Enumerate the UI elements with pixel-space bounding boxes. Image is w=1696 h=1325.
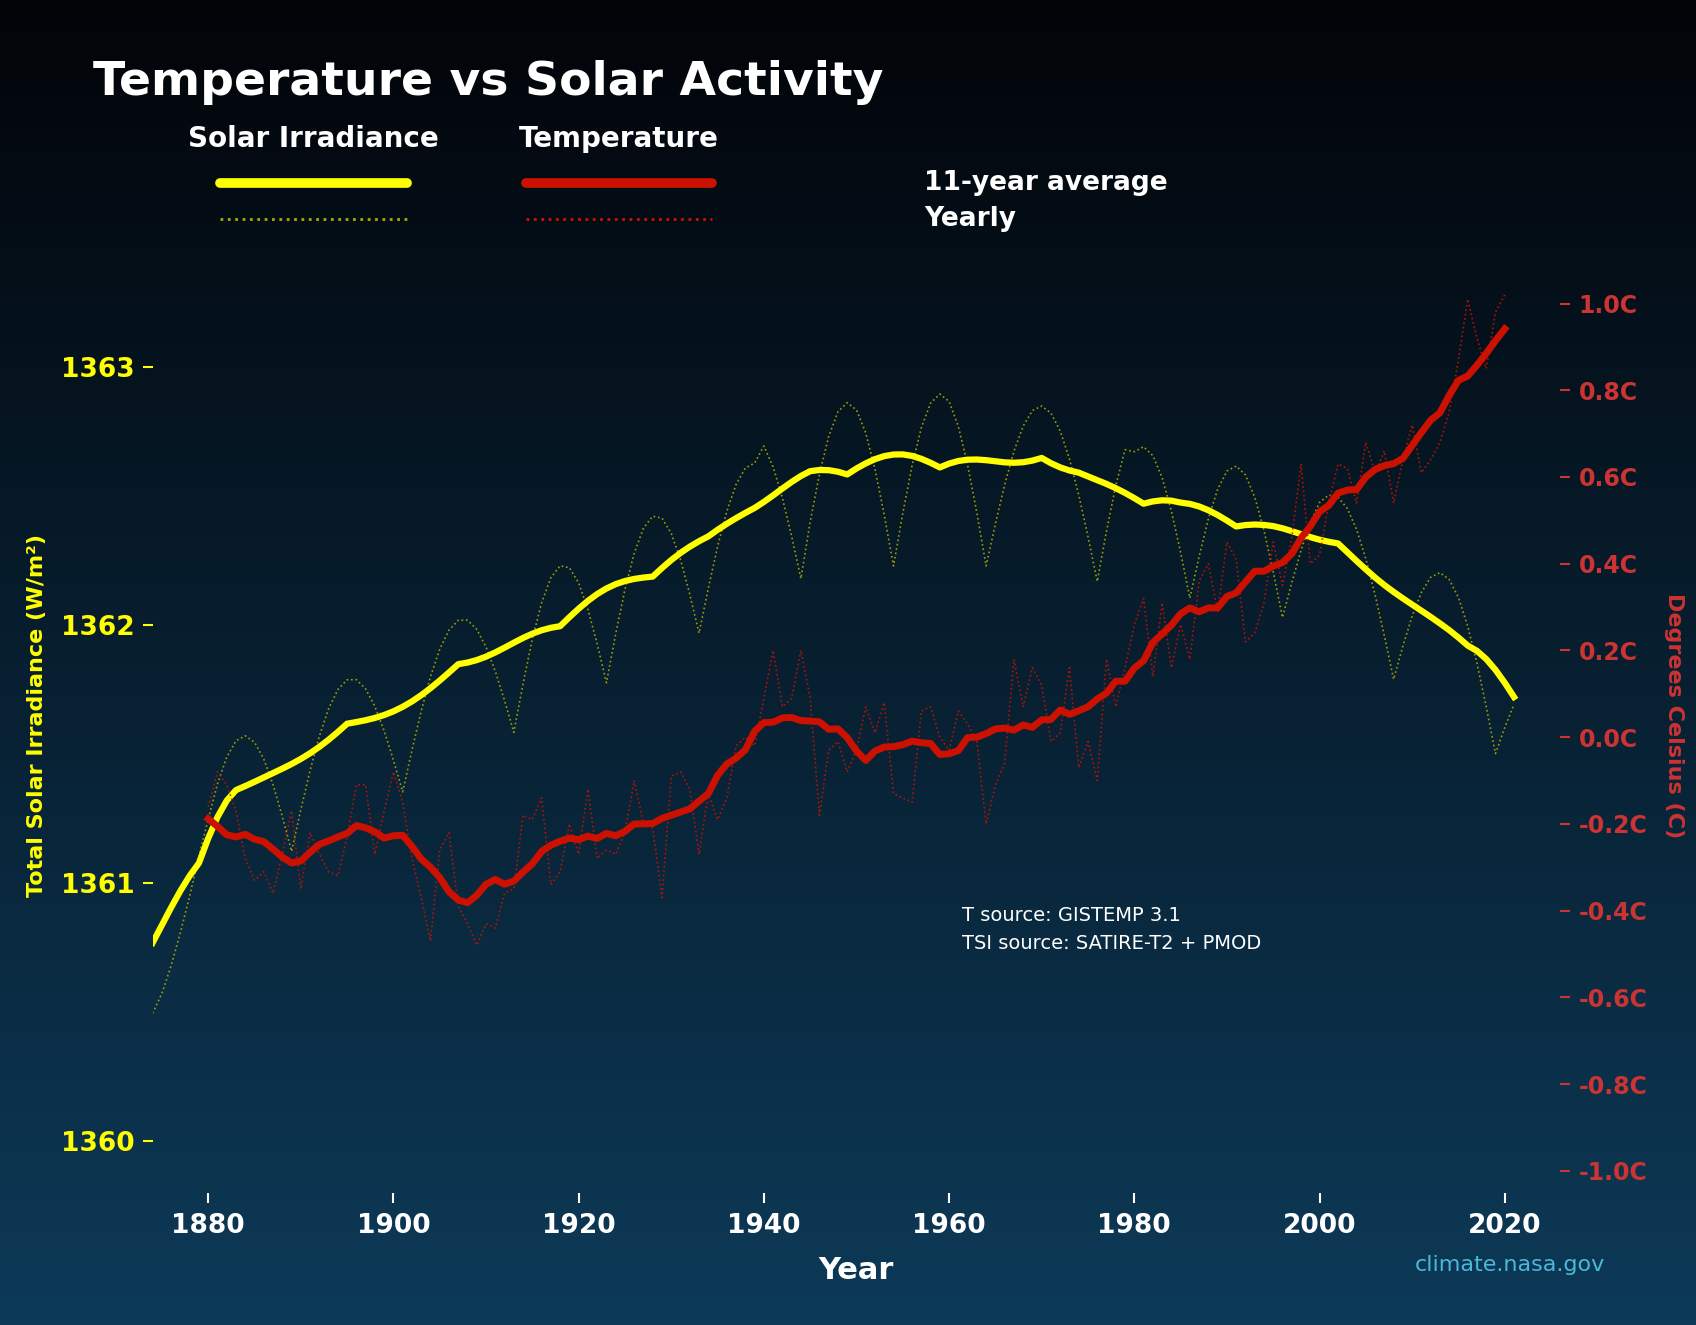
Text: Yearly: Yearly [924, 205, 1016, 232]
Text: Temperature vs Solar Activity: Temperature vs Solar Activity [93, 60, 884, 105]
Y-axis label: Total Solar Irradiance (W/m²): Total Solar Irradiance (W/m²) [27, 534, 47, 897]
Y-axis label: Degrees Celsius (C): Degrees Celsius (C) [1664, 592, 1684, 839]
Text: Solar Irradiance: Solar Irradiance [188, 125, 439, 154]
Text: T source: GISTEMP 3.1
TSI source: SATIRE-T2 + PMOD: T source: GISTEMP 3.1 TSI source: SATIRE… [962, 906, 1262, 953]
Text: 11-year average: 11-year average [924, 170, 1169, 196]
Text: climate.nasa.gov: climate.nasa.gov [1414, 1255, 1604, 1275]
Text: Temperature: Temperature [519, 125, 719, 154]
X-axis label: Year: Year [819, 1256, 894, 1285]
